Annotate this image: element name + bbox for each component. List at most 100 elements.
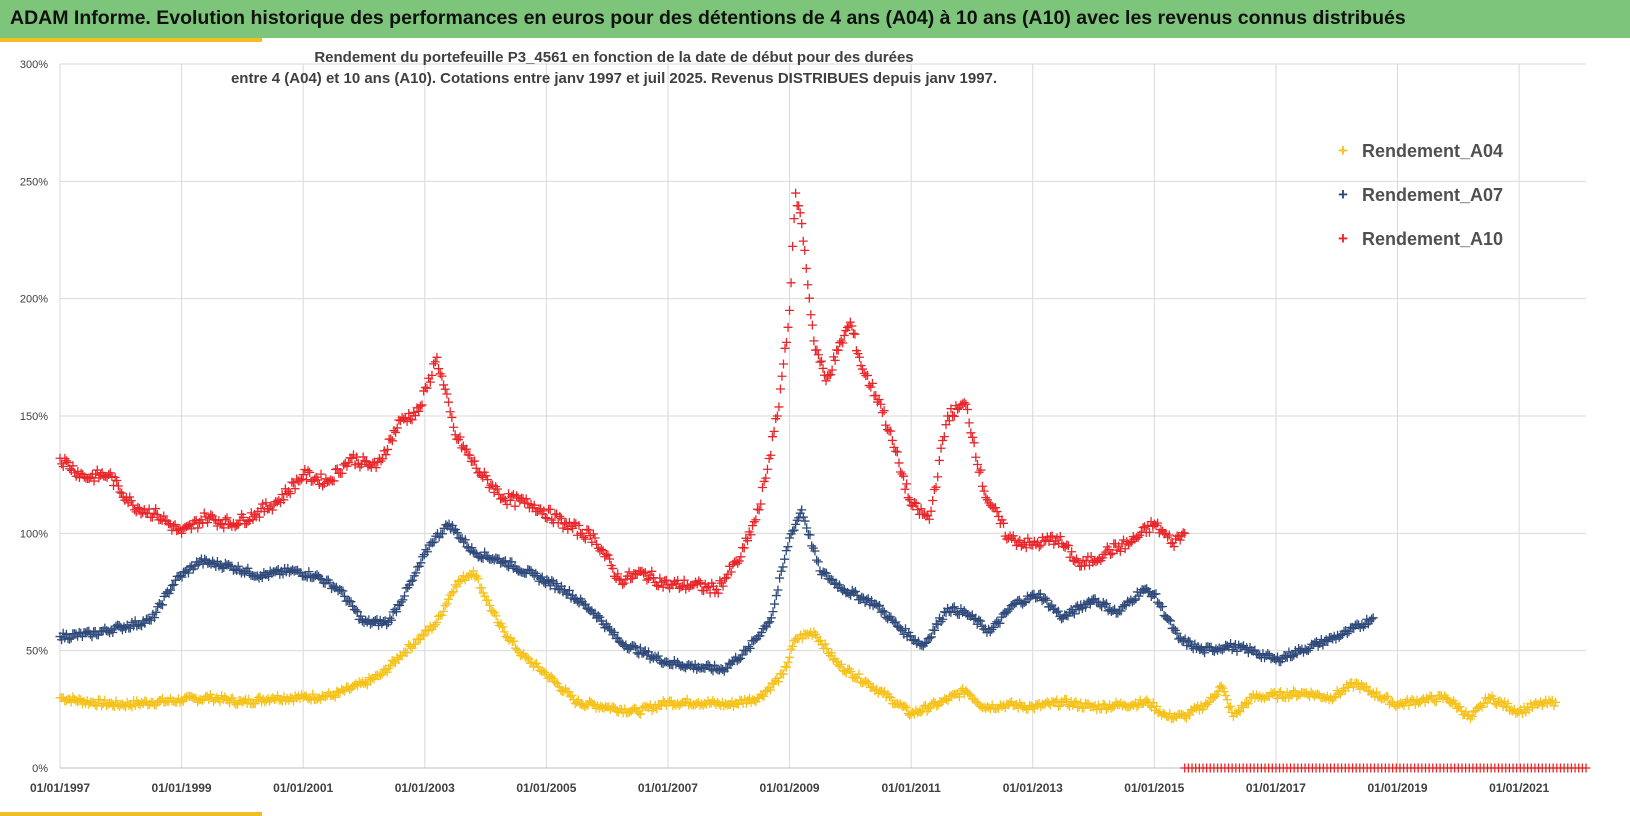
series-point-a07 xyxy=(1164,615,1174,625)
series-point-a04 xyxy=(1221,691,1231,701)
series-point-a10 xyxy=(425,377,435,387)
series-point-a07 xyxy=(183,568,193,578)
series-point-a10 xyxy=(789,214,799,224)
series-point-a10 xyxy=(483,475,493,485)
series-point-a04 xyxy=(447,588,457,598)
series-point-a07 xyxy=(411,568,421,578)
series-point-a10 xyxy=(813,350,823,360)
series-point-a04 xyxy=(1222,695,1232,705)
series-point-a10 xyxy=(900,484,910,494)
series-point-a04 xyxy=(330,692,340,702)
series-point-a10 xyxy=(886,426,896,436)
series-point-a10 xyxy=(818,363,828,373)
series-point-a04 xyxy=(884,692,894,702)
series-point-a10 xyxy=(481,471,491,481)
series-point-a10 xyxy=(911,498,921,508)
series-point-a07 xyxy=(166,585,176,595)
series-point-a04 xyxy=(1233,706,1243,716)
series-point-a07 xyxy=(382,620,392,630)
y-tick-label: 0% xyxy=(32,763,48,775)
series-point-a07 xyxy=(644,647,654,657)
series-point-a07 xyxy=(813,557,823,567)
series-point-a07 xyxy=(346,597,356,607)
series-point-a07 xyxy=(776,566,786,576)
series-point-a10 xyxy=(332,464,342,474)
y-tick-label: 150% xyxy=(20,411,48,423)
series-point-a10 xyxy=(887,435,897,445)
series-point-a04 xyxy=(442,599,452,609)
series-point-a04 xyxy=(522,652,532,662)
series-point-a10 xyxy=(427,370,437,380)
series-point-a10 xyxy=(440,384,450,394)
series-point-a04 xyxy=(766,685,776,695)
series-point-a07 xyxy=(783,542,793,552)
series-point-a07 xyxy=(920,638,930,648)
series-point-a10 xyxy=(795,208,805,218)
series-point-a10 xyxy=(556,513,566,523)
series-point-a04 xyxy=(1467,711,1477,721)
series-point-a10 xyxy=(415,401,425,411)
series-point-a10 xyxy=(603,550,613,560)
series-point-a10 xyxy=(782,337,792,347)
chart-series xyxy=(55,188,1591,773)
x-tick-label: 01/01/2017 xyxy=(1246,781,1306,795)
series-point-a07 xyxy=(1185,637,1195,647)
series-point-a07 xyxy=(878,606,888,616)
x-tick-label: 01/01/2003 xyxy=(395,781,455,795)
series-point-a10 xyxy=(676,582,686,592)
series-point-a10 xyxy=(999,518,1009,528)
series-point-a10 xyxy=(555,511,565,521)
series-point-a10 xyxy=(126,496,136,506)
series-point-a10 xyxy=(222,513,232,523)
series-point-a10 xyxy=(92,465,102,475)
series-point-a10 xyxy=(974,467,984,477)
series-point-a07 xyxy=(727,657,737,667)
series-point-a10 xyxy=(301,475,311,485)
series-point-a04 xyxy=(822,644,832,654)
series-point-a10 xyxy=(836,336,846,346)
series-point-a10 xyxy=(751,515,761,525)
series-point-a04 xyxy=(1052,695,1062,705)
series-point-a07 xyxy=(336,585,346,595)
series-point-a07 xyxy=(609,627,619,637)
series-point-a10 xyxy=(734,556,744,566)
series-point-a10 xyxy=(499,493,509,503)
series-point-a10 xyxy=(761,473,771,483)
x-tick-label: 01/01/1999 xyxy=(152,781,212,795)
series-point-a10 xyxy=(757,482,767,492)
series-point-a07 xyxy=(452,528,462,538)
series-point-a04 xyxy=(1371,687,1381,697)
series-point-a07 xyxy=(1042,595,1052,605)
series-point-a10 xyxy=(442,389,452,399)
series-point-a07 xyxy=(975,616,985,626)
series-point-a07 xyxy=(789,525,799,535)
series-point-a04 xyxy=(815,636,825,646)
series-point-a07 xyxy=(1200,648,1210,658)
series-point-a10 xyxy=(147,512,157,522)
series-point-a04 xyxy=(783,657,793,667)
series-point-a04 xyxy=(488,606,498,616)
series-point-a10 xyxy=(279,495,289,505)
series-point-a04 xyxy=(74,694,84,704)
series-point-a04 xyxy=(1503,699,1513,709)
series-point-a04 xyxy=(440,601,450,611)
series-point-a10 xyxy=(113,481,123,491)
series-point-a07 xyxy=(304,567,314,577)
series-point-a07 xyxy=(766,613,776,623)
series-point-a10 xyxy=(801,263,811,273)
series-point-a04 xyxy=(1276,687,1286,697)
series-point-a10 xyxy=(774,402,784,412)
series-point-a10 xyxy=(807,320,817,330)
series-point-a07 xyxy=(778,562,788,572)
series-point-a04 xyxy=(1383,692,1393,702)
series-point-a04 xyxy=(499,627,509,637)
series-point-a07 xyxy=(169,580,179,590)
x-tick-label: 01/01/2011 xyxy=(881,781,941,795)
series-point-a07 xyxy=(580,599,590,609)
series-point-a10 xyxy=(848,328,858,338)
series-point-a10 xyxy=(806,310,816,320)
series-point-a07 xyxy=(158,600,168,610)
series-point-a10 xyxy=(1055,532,1065,542)
series-point-a10 xyxy=(964,418,974,428)
series-point-a07 xyxy=(467,543,477,553)
